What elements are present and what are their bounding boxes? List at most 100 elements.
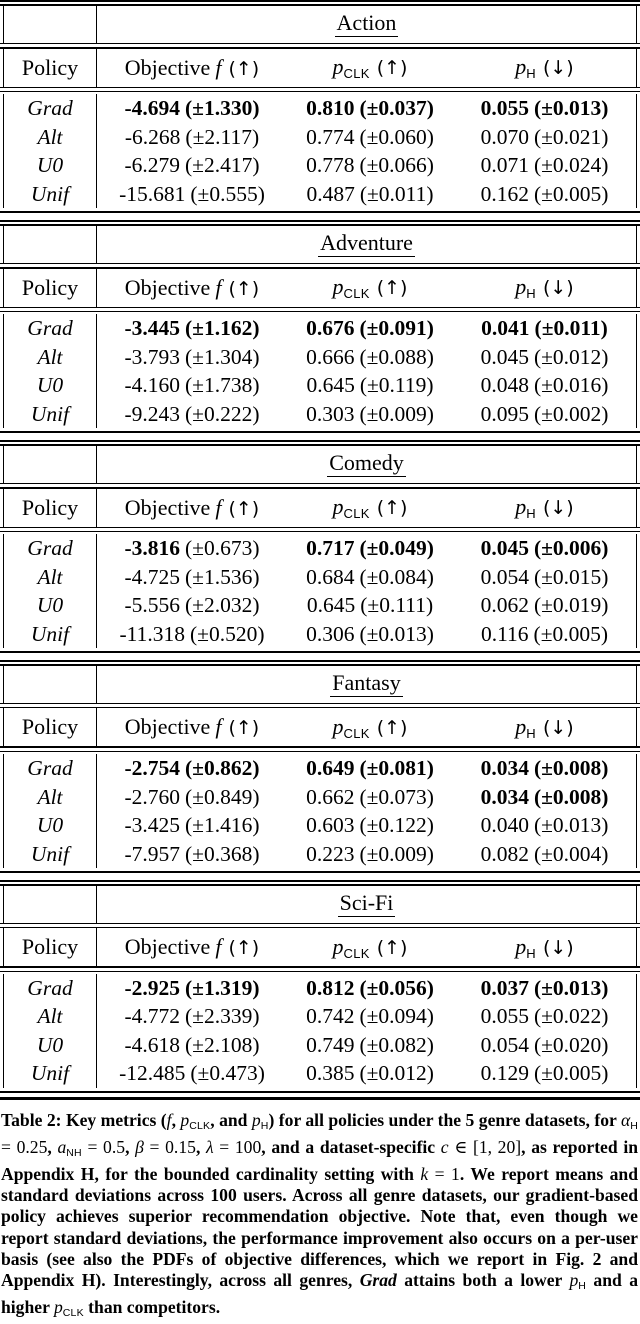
up-arrow-icon: (↑) (376, 716, 408, 739)
metric-stddev: (±2.117) (185, 124, 260, 149)
policy-name: U0 (4, 591, 97, 620)
ph-column-header: pH (↓) (453, 494, 636, 521)
metric-value: 0.676 (306, 316, 355, 341)
down-arrow-icon: (↓) (542, 497, 574, 519)
metric-stddev: (±0.049) (359, 536, 434, 561)
caption-segment: ) for all policies under the 5 genre dat… (268, 1110, 621, 1131)
header-separator-double-rule (0, 966, 640, 973)
table-row: Grad -2.754 (±0.862) 0.649 (±0.081) 0.034(… (3, 754, 637, 783)
pclk-cell: 0.223 (±0.009) (287, 842, 453, 867)
caption-segment: c (440, 1137, 449, 1158)
policy-name: Grad (4, 754, 97, 783)
ph-cell: 0.055 (±0.013) (453, 96, 636, 121)
metric-value: -2.754 (124, 756, 181, 780)
metric-value: 0.040 (480, 813, 529, 837)
metric-value: -4.160 (124, 373, 181, 398)
metric-value: 0.645 (306, 373, 355, 398)
genre-row-empty-cell (4, 885, 97, 923)
objective-header-word: Objective (124, 934, 211, 960)
caption-segment: H (260, 1120, 269, 1133)
metric-value: -4.725 (124, 564, 181, 589)
pclk-cell: 0.649 (±0.081) (287, 756, 453, 781)
metric-stddev: (±1.304) (185, 344, 260, 369)
pclk-cell: 0.603 (±0.122) (287, 813, 453, 838)
metric-value: -6.279 (124, 153, 181, 178)
policy-name: Unif (4, 839, 97, 869)
table-row: Unif -12.485 (±0.473) 0.385 (±0.012) 0.129… (3, 1059, 637, 1089)
metric-stddev: (±0.849) (185, 784, 260, 809)
ph-math-symbol: p (515, 494, 527, 519)
up-arrow-icon: (↑) (228, 497, 260, 520)
metric-stddev: (±0.020) (533, 1032, 609, 1057)
metric-stddev: (±0.122) (359, 813, 434, 837)
ph-cell: 0.054 (±0.015) (453, 565, 636, 590)
policy-name: Unif (4, 399, 97, 429)
ph-cell: 0.116 (±0.005) (453, 622, 636, 647)
objective-cell: -3.816 (±0.673) (97, 536, 287, 561)
genre-header-row: Comedy (3, 445, 637, 483)
ph-cell: 0.054 (±0.020) (453, 1033, 636, 1058)
objective-math-symbol: f (215, 274, 222, 300)
metric-value: 0.223 (306, 841, 355, 866)
policy-name: Unif (4, 1059, 97, 1089)
policy-name: Alt (4, 562, 97, 592)
genre-table: Sci-Fi Policy Objective f (↑) pCLK (↑) pH (↓… (0, 879, 640, 1101)
metric-value: 0.645 (306, 593, 356, 618)
metric-stddev: (±0.111) (360, 593, 434, 618)
objective-header-word: Objective (124, 714, 211, 740)
metric-value: -6.268 (124, 124, 181, 149)
metric-value: 0.055 (480, 1004, 529, 1029)
objective-cell: -15.681 (±0.555) (97, 182, 287, 207)
metric-value: 0.054 (480, 1032, 529, 1057)
metric-stddev: (±0.008) (533, 756, 609, 780)
caption-segment: p (53, 1296, 63, 1317)
metric-value: 0.071 (480, 153, 529, 178)
genre-title: Fantasy (330, 671, 403, 698)
metric-value: 0.742 (306, 1004, 355, 1029)
metric-value: 0.034 (480, 756, 529, 780)
objective-math-symbol: f (215, 54, 222, 80)
policy-name: Alt (4, 342, 97, 372)
caption-segment: λ (206, 1137, 214, 1158)
metric-value: 0.048 (480, 373, 529, 398)
policy-name: Unif (4, 179, 97, 209)
table-row: Alt -3.793 (±1.304) 0.666 (±0.088) 0.045 (±… (3, 342, 637, 372)
metric-value: 0.774 (306, 124, 355, 149)
metric-stddev: (±0.005) (533, 181, 609, 206)
metric-stddev: (±0.019) (533, 593, 609, 618)
genre-tables-stack: Action Policy Objective f (↑) pCLK (↑) pH (↓… (0, 0, 640, 1101)
ph-cell: 0.045 (±0.012) (453, 345, 636, 370)
ph-column-header: pH (↓) (453, 54, 636, 81)
objective-cell: -4.725 (±1.536) (97, 565, 287, 590)
pclk-subscript: CLK (343, 286, 370, 302)
metric-value: 0.603 (306, 813, 355, 837)
genre-separator-double-rule (0, 922, 640, 929)
policy-name: Grad (4, 974, 97, 1003)
policy-name: Grad (4, 314, 97, 343)
ph-cell: 0.071 (±0.024) (453, 153, 636, 178)
metric-value: -7.957 (124, 841, 181, 866)
metric-stddev: (±0.013) (533, 96, 609, 121)
metric-value: 0.055 (480, 96, 529, 121)
metric-value: 0.070 (480, 124, 529, 149)
objective-cell: -11.318 (±0.520) (97, 622, 287, 647)
caption-segment: , (195, 1137, 206, 1158)
table-row: Alt -4.772 (±2.339) 0.742 (±0.094) 0.055 (±… (3, 1002, 637, 1032)
caption-segment: Table 2: Key metrics ( (1, 1110, 167, 1131)
metric-stddev: (±0.022) (533, 1004, 609, 1029)
metric-stddev: (±0.013) (533, 813, 609, 837)
policy-name: Grad (4, 534, 97, 563)
metric-value: 0.037 (480, 975, 529, 1000)
metric-stddev: (±0.016) (533, 373, 609, 398)
pclk-cell: 0.306 (±0.013) (287, 622, 453, 647)
pclk-cell: 0.666 (±0.088) (287, 345, 453, 370)
metric-value: -15.681 (119, 181, 186, 206)
policy-name: Alt (4, 122, 97, 152)
down-arrow-icon: (↓) (542, 936, 574, 959)
caption-segment: than competitors. (83, 1296, 221, 1317)
objective-column-header: Objective f (↑) (97, 55, 287, 81)
caption-segment: , (47, 1137, 58, 1158)
metric-stddev: (±0.015) (533, 564, 609, 589)
table-body: Grad -4.694 (±1.330) 0.810 (±0.037) 0.055(… (0, 92, 640, 211)
table-row: Unif -7.957 (±0.368) 0.223 (±0.009) 0.082(… (3, 839, 637, 869)
